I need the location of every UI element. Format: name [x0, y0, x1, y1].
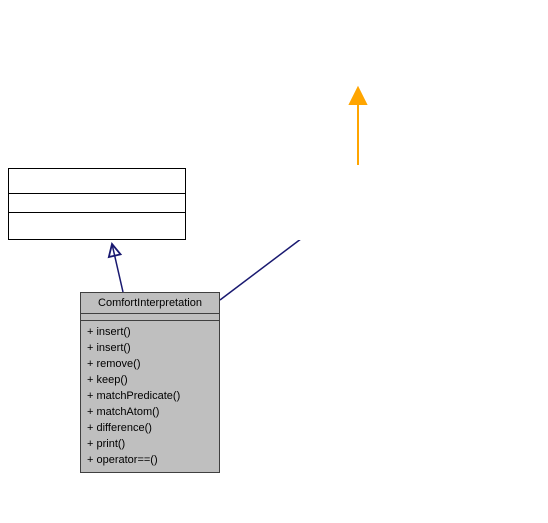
node-top-methods [291, 47, 429, 55]
node-right-mid [290, 168, 430, 240]
method-line: + matchAtom() [87, 405, 213, 421]
node-main-attrs [81, 314, 219, 321]
node-left-title [9, 169, 185, 194]
method-line: + print() [87, 437, 213, 453]
node-main-title: ComfortInterpretation [81, 293, 219, 314]
method-line: + insert() [87, 325, 213, 341]
node-right-title [291, 169, 429, 194]
node-right-attrs [291, 194, 429, 205]
node-left-methods [9, 213, 185, 221]
method-line: + difference() [87, 421, 213, 437]
edge-main-to-left [112, 244, 123, 292]
node-main-methods: + insert() + insert() + remove() + keep(… [81, 321, 219, 472]
diagram-canvas: ComfortInterpretation + insert() + inser… [0, 0, 548, 523]
node-top-attrs [291, 36, 429, 47]
method-line: + matchPredicate() [87, 389, 213, 405]
node-top-title [291, 11, 429, 36]
node-right-methods [291, 205, 429, 213]
node-left-mid [8, 168, 186, 240]
node-main: ComfortInterpretation + insert() + inser… [80, 292, 220, 473]
node-left-attrs [9, 194, 185, 213]
method-line: + insert() [87, 341, 213, 357]
method-line: + keep() [87, 373, 213, 389]
method-line: + remove() [87, 357, 213, 373]
node-top-middle [290, 10, 430, 82]
method-line: + operator==() [87, 453, 213, 469]
